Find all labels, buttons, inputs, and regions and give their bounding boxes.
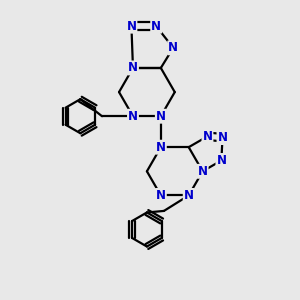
Text: N: N <box>198 165 208 178</box>
Text: N: N <box>184 189 194 202</box>
Text: N: N <box>156 141 166 154</box>
Text: N: N <box>216 154 226 167</box>
Text: N: N <box>128 61 138 74</box>
Text: N: N <box>218 131 227 144</box>
Text: N: N <box>156 189 166 202</box>
Text: N: N <box>128 110 138 123</box>
Text: N: N <box>151 20 161 33</box>
Text: N: N <box>126 20 136 33</box>
Text: N: N <box>168 41 178 54</box>
Text: N: N <box>202 130 212 143</box>
Text: N: N <box>156 110 166 123</box>
